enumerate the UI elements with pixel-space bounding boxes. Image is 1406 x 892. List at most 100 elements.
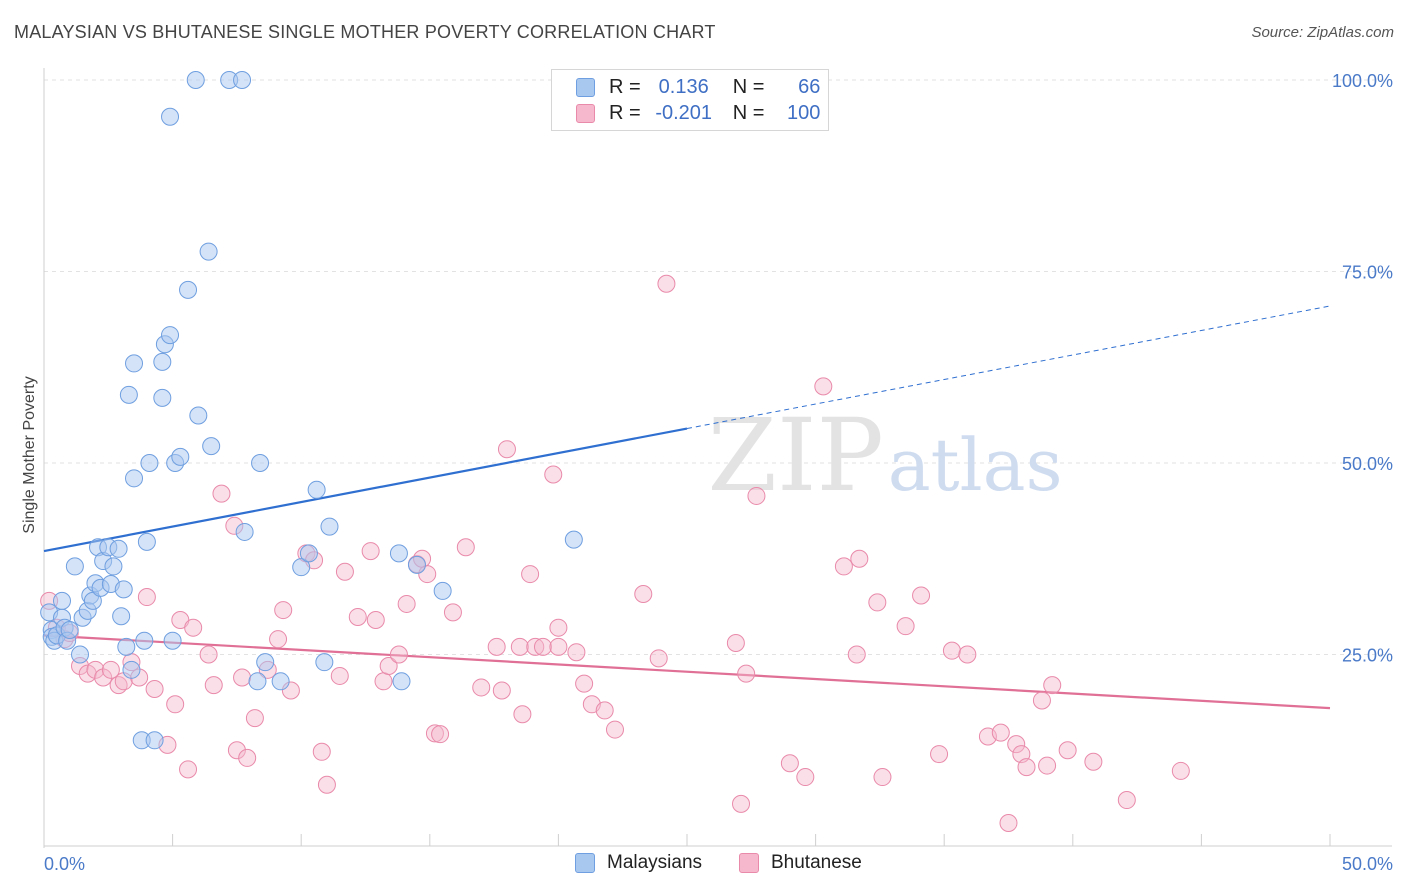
malaysian-point	[109, 539, 128, 558]
bhutanese-point	[227, 741, 246, 760]
malaysian-point	[135, 631, 154, 650]
bhutanese-points	[40, 274, 1190, 833]
bhutanese-point	[737, 664, 756, 683]
bhutanese-point	[472, 678, 491, 697]
bhutanese-point	[567, 643, 586, 662]
bhutanese-point	[510, 637, 529, 656]
legend-r-value: 0.136	[658, 75, 709, 98]
legend-swatch-blue	[575, 853, 595, 873]
malaysian-point	[235, 522, 254, 541]
bhutanese-point	[1007, 735, 1026, 754]
malaysian-point	[186, 71, 205, 89]
bhutanese-point	[814, 377, 833, 396]
malaysian-point	[251, 454, 270, 472]
malaysian-point	[119, 385, 138, 404]
malaysian-point	[202, 437, 221, 456]
bhutanese-point	[374, 672, 393, 691]
bhutanese-point	[634, 584, 653, 603]
malaysian-point	[125, 469, 144, 488]
malaysian-point	[140, 454, 159, 472]
bhutanese-point	[780, 754, 799, 773]
malaysian-point	[233, 71, 252, 89]
bhutanese-point	[137, 588, 156, 607]
bhutanese-point	[245, 709, 264, 728]
bhutanese-point	[269, 630, 288, 649]
bhutanese-point	[330, 666, 349, 685]
bhutanese-point	[726, 634, 745, 653]
bhutanese-point	[1038, 756, 1057, 775]
bhutanese-point	[199, 645, 218, 664]
bhutanese-point	[549, 618, 568, 637]
bhutanese-point	[873, 768, 892, 787]
bhutanese-point	[991, 723, 1010, 742]
y-axis-label: Single Mother Poverty	[21, 376, 38, 533]
bhutanese-point	[942, 641, 961, 660]
bhutanese-point	[212, 484, 231, 503]
malaysian-point	[248, 672, 267, 691]
malaysian-point	[145, 731, 164, 750]
bhutanese-point	[166, 695, 185, 714]
legend-r-label: R =	[609, 75, 641, 98]
y-tick-label: 50.0%	[1342, 454, 1393, 474]
malaysian-point	[564, 530, 583, 549]
bhutanese-point	[497, 440, 516, 459]
bhutanese-point	[86, 660, 105, 679]
bhutanese-point	[850, 549, 869, 568]
malaysian-point	[122, 660, 141, 679]
legend-r-value: -0.201	[655, 101, 713, 124]
bhutanese-point	[595, 701, 614, 720]
x-tick-label: 0.0%	[44, 854, 85, 874]
bhutanese-point	[896, 617, 915, 636]
malaysian-points	[40, 71, 583, 750]
bhutanese-point	[1117, 791, 1136, 810]
bhutanese-point	[1058, 741, 1077, 760]
bhutanese-point	[657, 274, 676, 293]
bhutanese-point	[649, 649, 668, 668]
bhutanese-point	[930, 745, 949, 764]
malaysian-point	[60, 620, 79, 639]
malaysian-point	[292, 558, 311, 577]
malaysian-point	[153, 352, 172, 371]
bhutanese-trend-line	[43, 634, 1331, 710]
correlation-legend: R = 0.136 N = 66 R = -0.201 N = 100	[551, 69, 829, 131]
malaysian-point	[163, 631, 182, 650]
watermark-zip: ZIP	[707, 397, 883, 514]
legend-swatch-pink	[739, 853, 759, 873]
malaysian-point	[392, 672, 411, 691]
legend-item-bhutanese[interactable]: Bhutanese	[739, 852, 862, 874]
bhutanese-point	[335, 562, 354, 581]
malaysian-point	[189, 406, 208, 425]
y-tick-label: 75.0%	[1342, 263, 1393, 283]
legend-row-bhutanese: R = -0.201 N = 100	[576, 101, 820, 125]
malaysian-point	[125, 354, 144, 373]
bhutanese-point	[747, 486, 766, 505]
bhutanese-point	[145, 679, 164, 698]
malaysian-point	[104, 557, 123, 576]
malaysian-point	[199, 242, 218, 261]
bhutanese-point	[366, 611, 385, 630]
bhutanese-point	[487, 637, 506, 656]
legend-n-value: 100	[787, 101, 821, 124]
y-tick-label: 25.0%	[1342, 646, 1393, 666]
bhutanese-point	[1043, 676, 1062, 695]
malaysian-point	[407, 555, 426, 574]
bhutanese-point	[492, 681, 511, 700]
malaysian-point	[137, 532, 156, 551]
bhutanese-point	[379, 656, 398, 675]
malaysian-point	[161, 326, 180, 345]
bhutanese-point	[204, 676, 223, 695]
malaysian-point	[307, 480, 326, 499]
axes	[43, 68, 1392, 848]
bhutanese-point	[1084, 752, 1103, 771]
legend-item-malaysians[interactable]: Malaysians	[575, 852, 702, 874]
malaysian-point	[315, 653, 334, 672]
legend-label-bhutanese: Bhutanese	[771, 852, 862, 873]
malaysian-point	[256, 653, 275, 672]
malaysian-point	[433, 581, 452, 600]
malaysian-point	[53, 591, 72, 610]
malaysian-point	[179, 280, 198, 299]
bhutanese-point	[425, 724, 444, 743]
trend-lines	[43, 305, 1331, 710]
malaysian-point	[117, 637, 136, 656]
bhutanese-point	[605, 720, 624, 739]
